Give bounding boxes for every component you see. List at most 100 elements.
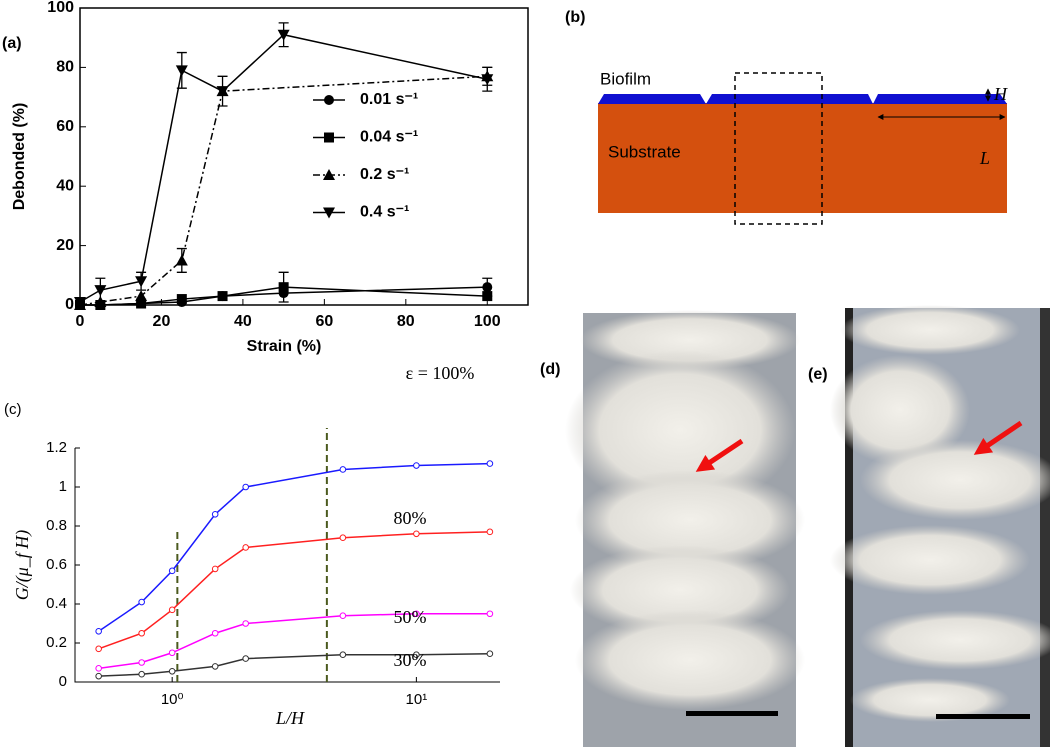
y-tick-label: 0.6 bbox=[46, 556, 67, 573]
y-tick-label: 40 bbox=[56, 177, 74, 194]
marker bbox=[168, 667, 176, 675]
panel-label: (b) bbox=[565, 9, 585, 26]
axes bbox=[74, 448, 500, 683]
marker bbox=[413, 530, 420, 538]
y-tick-label: 0.2 bbox=[46, 634, 67, 651]
marker bbox=[211, 565, 219, 573]
x-tick-label: 100 bbox=[474, 313, 501, 330]
marker bbox=[138, 629, 145, 637]
biofilm-label: Biofilm bbox=[600, 69, 651, 88]
y-tick-label: 1 bbox=[59, 478, 67, 495]
marker bbox=[413, 651, 420, 659]
x-tick-label: 10¹ bbox=[406, 691, 428, 708]
y-tick-label: 0.8 bbox=[46, 517, 67, 534]
marker bbox=[278, 282, 289, 293]
marker bbox=[217, 291, 228, 302]
arrow bbox=[973, 420, 1023, 455]
marker bbox=[95, 665, 102, 672]
x-tick-label: 0 bbox=[76, 313, 85, 330]
marker bbox=[211, 511, 219, 518]
series-line bbox=[98, 652, 490, 677]
marker bbox=[138, 659, 145, 666]
marker bbox=[216, 86, 229, 98]
x-tick-label: 20 bbox=[153, 313, 171, 330]
marker bbox=[481, 74, 494, 86]
marker bbox=[413, 610, 420, 618]
marker bbox=[486, 528, 494, 536]
unit-cell bbox=[734, 72, 823, 225]
marker bbox=[339, 466, 347, 473]
marker bbox=[74, 297, 86, 309]
legend-marker bbox=[324, 132, 334, 143]
legend-label: 0.2 s⁻¹ bbox=[360, 166, 409, 183]
y-tick-label: 20 bbox=[56, 237, 74, 254]
legend-marker bbox=[324, 95, 334, 105]
panel-label: (d) bbox=[540, 361, 560, 378]
arrow bbox=[695, 438, 744, 472]
marker bbox=[136, 298, 147, 309]
y-tick-label: 1.2 bbox=[46, 439, 67, 456]
x-tick-label: 40 bbox=[234, 313, 252, 330]
x-axis-label: Strain (%) bbox=[247, 338, 322, 355]
scale-bar bbox=[686, 711, 778, 716]
marker bbox=[168, 606, 176, 614]
marker bbox=[339, 612, 347, 620]
marker bbox=[482, 282, 493, 293]
series-line bbox=[98, 462, 490, 632]
y-tick-label: 0 bbox=[65, 296, 74, 313]
series-label: ε = 100% bbox=[406, 363, 475, 383]
h-label: H bbox=[993, 84, 1008, 104]
scale-bar bbox=[936, 714, 1030, 719]
marker bbox=[176, 294, 187, 305]
marker bbox=[138, 598, 145, 606]
y-tick-label: 0.4 bbox=[46, 595, 67, 612]
legend-label: 0.01 s⁻¹ bbox=[360, 91, 418, 108]
legend-label: 0.04 s⁻¹ bbox=[360, 129, 418, 146]
marker bbox=[138, 670, 145, 678]
y-axis-label: G/(μ_f H) bbox=[12, 530, 33, 601]
x-axis-label: L/H bbox=[275, 708, 305, 728]
marker bbox=[242, 655, 249, 662]
marker bbox=[175, 254, 188, 266]
marker bbox=[482, 291, 493, 302]
biofilm bbox=[598, 94, 1007, 104]
y-tick-label: 0 bbox=[59, 673, 67, 690]
marker bbox=[94, 285, 107, 297]
series-label: 30% bbox=[394, 650, 427, 670]
legend-marker bbox=[323, 169, 335, 180]
marker bbox=[168, 567, 176, 575]
marker bbox=[339, 651, 347, 659]
legend-label: 0.4 s⁻¹ bbox=[360, 204, 409, 221]
plot-frame bbox=[79, 7, 529, 306]
marker bbox=[339, 534, 347, 542]
marker bbox=[95, 628, 102, 635]
marker bbox=[413, 462, 420, 469]
marker bbox=[242, 483, 249, 491]
series-label: 80% bbox=[394, 508, 427, 528]
marker bbox=[95, 645, 102, 653]
marker bbox=[168, 649, 176, 657]
marker bbox=[95, 672, 102, 680]
marker bbox=[175, 65, 188, 77]
photo-e: (e) bbox=[808, 305, 1050, 747]
marker bbox=[242, 620, 249, 627]
marker bbox=[486, 650, 494, 658]
marker bbox=[242, 544, 249, 551]
y-tick-label: 100 bbox=[47, 0, 74, 16]
x-tick-label: 60 bbox=[315, 313, 333, 330]
marker bbox=[135, 290, 148, 302]
y-tick-label: 60 bbox=[56, 118, 74, 135]
panel-label: (a) bbox=[2, 35, 22, 52]
l-label: L bbox=[979, 148, 990, 168]
series-line bbox=[98, 531, 490, 650]
marker bbox=[135, 276, 148, 288]
series-label: 50% bbox=[394, 607, 427, 627]
x-tick-label: 10⁰ bbox=[161, 691, 184, 708]
series-line bbox=[79, 33, 488, 303]
diagram-b: (b) Biofilm Substrate H L bbox=[565, 9, 1008, 225]
marker bbox=[486, 610, 494, 618]
photo-d: (d) bbox=[540, 310, 805, 747]
legend-marker bbox=[323, 207, 335, 219]
marker bbox=[211, 663, 219, 670]
